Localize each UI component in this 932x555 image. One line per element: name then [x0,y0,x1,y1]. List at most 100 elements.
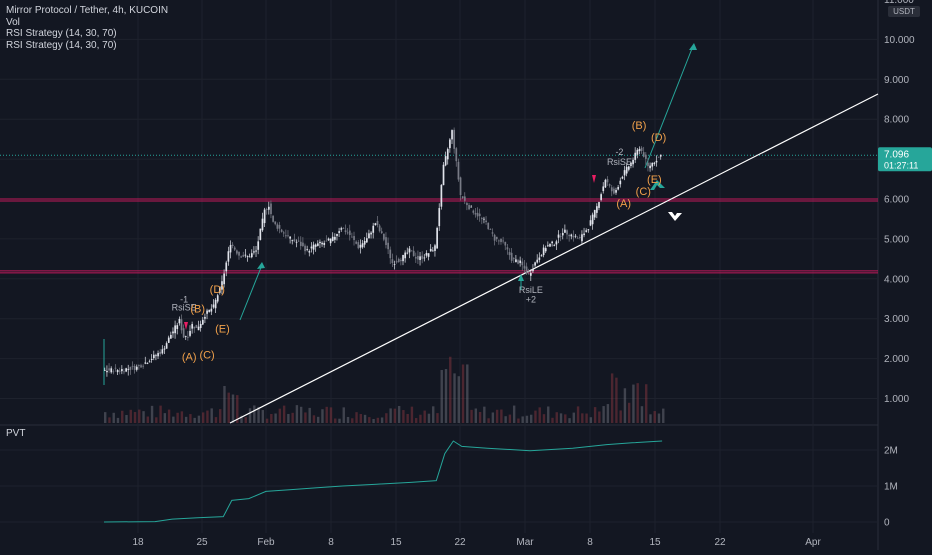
signal-label: -2 [615,147,623,157]
candle-body [604,179,607,188]
candle-body [623,170,626,176]
candle-body [261,218,264,231]
candle-body [144,362,147,364]
candle-body [468,205,470,210]
candle-body [446,149,449,160]
volume-bar [619,410,622,423]
target-arrow-line [644,45,694,169]
candle-body [547,245,549,247]
bar-countdown: 01:27:11 [884,160,918,170]
candle-body [133,365,136,370]
candle-body [365,238,368,243]
candle-body [387,242,389,250]
candle-body [327,238,330,241]
candle-body [197,326,200,331]
signal-label: RsiLE [519,285,543,295]
volume-bar [231,394,235,423]
volume-bar [623,388,627,423]
candle-body [521,261,524,266]
candle-body [231,244,234,247]
volume-bar [146,416,149,423]
candle-body [393,264,396,266]
candle-body [240,256,243,258]
volume-bar [568,418,571,423]
candle-body [195,324,198,328]
candle-body [515,259,517,263]
legend-rsi-2[interactable]: RSI Strategy (14, 30, 70) [6,39,117,51]
candle-body [302,242,304,247]
candle-body [638,148,641,152]
legend-symbol[interactable]: Mirror Protocol / Tether, 4h, KUCOIN [6,5,169,16]
candle-body [297,240,300,242]
volume-bar [525,415,529,423]
candle-body [432,250,434,252]
signal-label: -1 [180,295,188,305]
candle-body [161,349,164,354]
currency-badge[interactable]: USDT [888,6,920,17]
legend-rsi-1[interactable]: RSI Strategy (14, 30, 70) [6,28,117,39]
volume-bar [393,408,397,423]
legend-vol[interactable]: Vol [6,16,20,28]
support-levels [0,154,878,274]
candle-body [570,234,573,237]
volume-bar [402,410,405,423]
volume-bar [585,413,588,423]
candle-body [110,368,113,373]
candle-body [170,334,172,339]
candle-body [540,255,543,257]
candle-body [385,237,387,245]
volume-bar [500,409,503,423]
projection-arrow-line [239,264,263,321]
candle-body [214,299,217,309]
volume-bar [376,417,380,423]
volume-bar [372,418,375,423]
candle-body [259,228,262,240]
volume-bar [491,412,495,423]
candle-body [383,233,385,240]
candle-body [223,273,225,285]
candle-body [212,304,215,308]
candle-body [263,209,266,224]
wave-label: (A) [616,198,631,210]
candle-body [342,228,345,229]
candle-body [472,210,475,213]
candle-body [421,255,424,259]
trendlines [229,43,879,424]
candle-body [331,236,334,241]
volume-bar [606,404,610,423]
y-tick-label: 6.000 [884,195,909,206]
candle-body [410,250,413,252]
candle-body [351,236,353,238]
candle-body [532,269,534,272]
candle-body [402,255,404,262]
volume-bar [572,412,575,423]
volume-bar [649,414,652,423]
volume-bar [538,407,541,423]
candle-body [500,238,502,242]
candle-body [596,206,598,213]
candle-body [591,214,594,225]
candle-body [270,203,272,215]
volume-bar [530,414,533,423]
candle-body [587,229,590,231]
wave-label: (C) [199,350,214,362]
current-price-tag [878,147,932,172]
candle-body [451,130,453,140]
pvt-legend[interactable]: PVT [6,428,26,439]
candle-body [572,236,575,238]
wave-label: (A) [182,352,197,364]
pvt-tick-label: 2M [884,446,898,457]
x-tick-label: 22 [714,537,726,548]
volume-bar [495,409,499,423]
volume-bar [466,364,469,423]
candle-body [613,188,615,194]
candle-body [504,241,507,246]
candle-body [295,241,298,243]
candle-body [319,241,321,244]
candle-body [178,318,181,324]
volume-bar [406,413,409,423]
candle-body [121,369,123,372]
